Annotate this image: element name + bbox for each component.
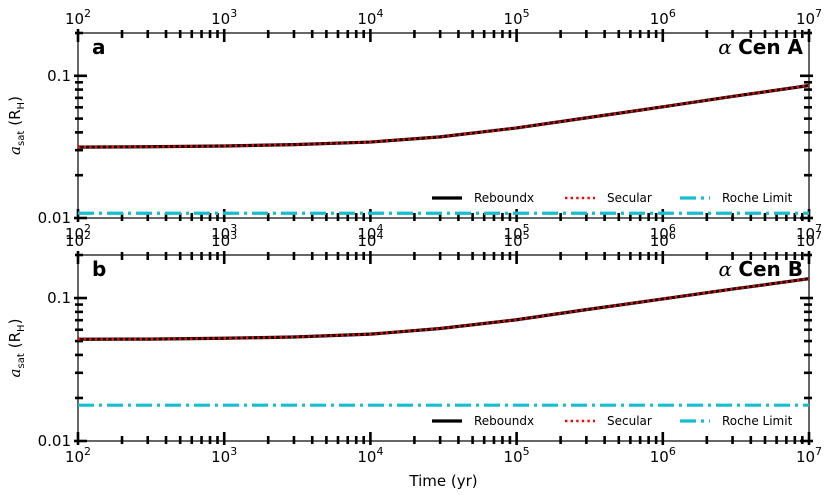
x-tick-label-top: 106 [650,7,676,28]
x-tick-label-top: 103 [211,229,237,250]
x-tick-label: 103 [211,445,237,466]
y-tick-label: 0.01 [38,432,71,450]
panel-title: α Cen A [718,35,803,59]
x-tick-label-top: 102 [65,7,91,28]
x-tick-label-top: 104 [357,229,383,250]
x-tick-label-top: 105 [504,7,530,28]
legend-label: Reboundx [474,414,534,428]
x-tick-label: 107 [796,222,822,243]
x-tick-label: 102 [65,222,91,243]
x-tick-label: 106 [650,222,676,243]
x-tick-label: 102 [65,445,91,466]
panel-label: b [92,257,106,281]
series-line-reboundx [77,83,810,149]
panel-title: α Cen B [718,257,803,281]
plot-frame [77,254,810,442]
plot-frame [77,32,810,219]
y-tick-label: 0.1 [47,67,71,85]
panel-label: a [92,35,106,59]
y-axis-label: asat(RH) [6,319,27,378]
x-tick-label: 105 [504,445,530,466]
x-tick-label-top: 102 [65,229,91,250]
x-tick-label-top: 107 [796,7,822,28]
x-tick-label: 103 [211,222,237,243]
x-tick-label-top: 105 [504,229,530,250]
legend-label: Reboundx [474,191,534,205]
x-tick-label: 104 [357,445,383,466]
x-tick-label-top: 104 [357,7,383,28]
legend-label: Roche Limit [722,191,793,205]
y-tick-label: 0.1 [47,289,71,307]
y-tick-label: 0.01 [38,209,71,227]
x-tick-label: 106 [650,445,676,466]
x-tick-label: 104 [357,222,383,243]
series-line-secular [77,277,810,341]
panel-a: 102 102 103 103 104 104 105 105 106 106 107 107 0.01… [6,7,822,243]
x-tick-label-top: 106 [650,229,676,250]
x-tick-label-top: 107 [796,229,822,250]
x-tick-label-top: 103 [211,7,237,28]
x-axis-label: Time (yr) [408,472,477,490]
series-line-reboundx [77,277,810,341]
series-line-secular [77,84,810,149]
x-tick-label: 107 [796,445,822,466]
legend-label: Secular [607,191,652,205]
legend-label: Roche Limit [722,414,793,428]
panel-b: 102 102 103 103 104 104 105 105 106 106 107 107 0.01… [6,229,822,490]
y-axis-label: asat(RH) [6,96,27,155]
x-tick-label: 105 [504,222,530,243]
legend-label: Secular [607,414,652,428]
